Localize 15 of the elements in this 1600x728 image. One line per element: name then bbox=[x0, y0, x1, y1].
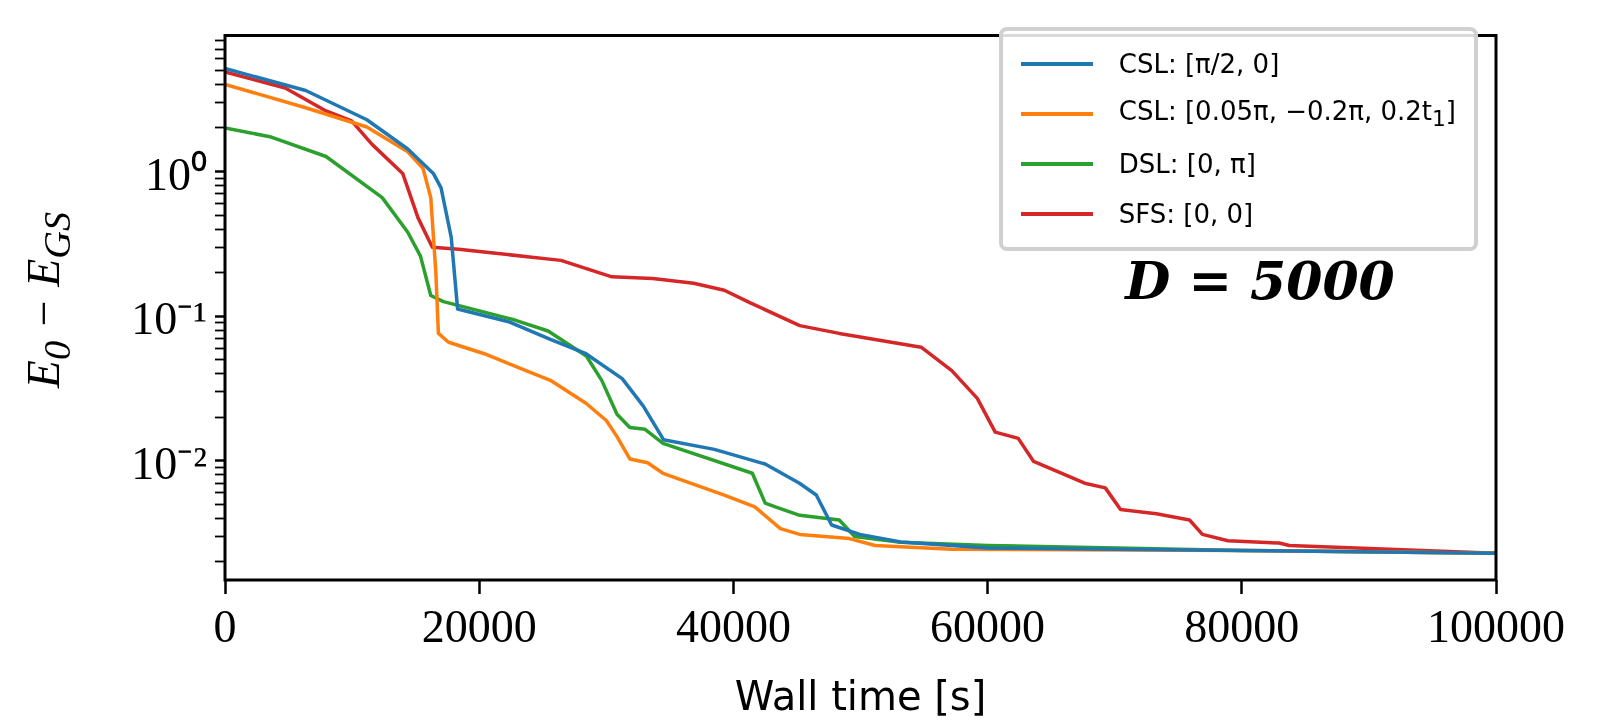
x-tick-label: 20000 bbox=[421, 600, 537, 652]
legend-label: CSL: [0.05π, −0.2π, 0.2t$_{1}$] bbox=[1118, 96, 1456, 132]
x-tick-label: 40000 bbox=[675, 600, 791, 652]
legend-label: DSL: [0, π] bbox=[1118, 149, 1256, 179]
y-tick-label: 10⁻¹ bbox=[131, 293, 207, 345]
x-tick-label: 100000 bbox=[1427, 600, 1565, 652]
legend-label: CSL: [π/2, 0] bbox=[1118, 49, 1280, 79]
x-tick-label: 60000 bbox=[930, 600, 1046, 652]
y-tick-label: 10⁻² bbox=[131, 437, 207, 489]
x-tick-label: 0 bbox=[213, 600, 237, 652]
x-tick-label: 80000 bbox=[1184, 600, 1300, 652]
x-axis-title: Wall time [s] bbox=[734, 673, 987, 720]
annotation: D = 5000 bbox=[1123, 249, 1395, 311]
legend-label: SFS: [0, 0] bbox=[1118, 199, 1254, 229]
y-tick-label: 10⁰ bbox=[145, 148, 207, 200]
